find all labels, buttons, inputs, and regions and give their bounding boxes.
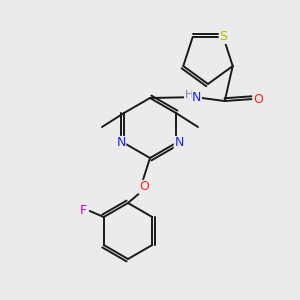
Text: F: F (80, 205, 87, 218)
Text: O: O (139, 181, 149, 194)
Text: O: O (253, 92, 263, 106)
Text: H: H (184, 90, 193, 100)
Text: N: N (174, 136, 184, 149)
Text: S: S (219, 31, 227, 44)
Text: N: N (116, 136, 126, 149)
Text: N: N (192, 91, 201, 103)
